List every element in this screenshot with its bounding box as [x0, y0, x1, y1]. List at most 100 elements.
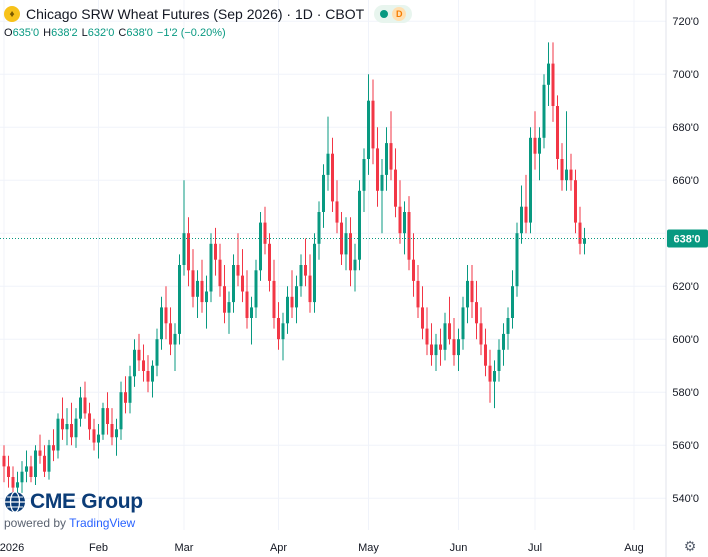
candle-body [25, 466, 28, 472]
candle-body [493, 371, 496, 382]
candle-body [340, 222, 343, 255]
candle-body [565, 169, 568, 181]
candle-body [277, 318, 280, 340]
powered-prefix: powered by [4, 516, 67, 530]
candle-body [38, 450, 42, 456]
candle-body [547, 63, 550, 85]
candle-body [484, 344, 487, 366]
y-tick-label: 720'0 [672, 16, 699, 28]
candle-body [322, 174, 325, 212]
candle-body [394, 169, 397, 207]
candle-body [317, 212, 321, 244]
candle-body [146, 371, 150, 382]
y-tick-label: 600'0 [672, 334, 699, 346]
candle-body [475, 302, 478, 324]
y-tick-label: 560'0 [672, 440, 699, 452]
candle-body [430, 344, 433, 356]
candle-body [286, 296, 289, 324]
candle-body [398, 206, 402, 234]
y-axis[interactable]: 540'0560'0580'0600'0620'0640'0660'0680'0… [665, 0, 708, 557]
candle-body [47, 445, 51, 472]
candle-body [295, 286, 298, 308]
y-tick-label: 580'0 [672, 387, 699, 399]
status-pill[interactable]: D [374, 5, 413, 23]
high-label: H [43, 27, 52, 39]
candle-body [344, 233, 348, 255]
candle-body [227, 302, 231, 313]
candle-body [65, 424, 69, 430]
candle-body [164, 307, 168, 324]
candle-body [452, 339, 456, 356]
x-tick-label: Aug [624, 542, 644, 554]
ohlc-legend: O635'0 H638'2 L632'0 C638'0 −1'2 (−0.20%… [4, 27, 226, 39]
y-tick-label: 540'0 [672, 493, 699, 505]
grid-lines [0, 0, 666, 530]
candle-body [151, 365, 154, 382]
candle-body [142, 360, 145, 371]
candle-body [205, 291, 208, 303]
candle-body [461, 307, 465, 340]
candle-body [556, 106, 559, 159]
candle-body [16, 482, 19, 488]
candle-body [34, 450, 37, 477]
candle-body [331, 153, 334, 202]
candle-body [470, 280, 474, 303]
low-value: 632'0 [87, 27, 115, 39]
close-label: C [118, 27, 127, 39]
chart-header: ♦ Chicago SRW Wheat Futures (Sep 2026) ·… [4, 4, 413, 24]
candle-body [538, 137, 541, 154]
candle-body [407, 212, 411, 260]
candle-body [43, 455, 46, 472]
candle-body [353, 259, 357, 271]
candle-body [241, 275, 244, 292]
candle-body [88, 413, 91, 430]
candle-body [457, 339, 460, 356]
candle-body [421, 307, 424, 329]
candle-body [304, 265, 307, 276]
last-price-label-bg [667, 229, 708, 248]
candle-body [223, 286, 226, 313]
candle-body [124, 392, 127, 403]
y-tick-label: 700'0 [672, 69, 699, 81]
candle-body [110, 424, 114, 438]
candle-body [200, 280, 204, 303]
candle-body [169, 323, 172, 345]
candle-body [497, 349, 501, 371]
candle-body [358, 190, 361, 260]
candle-body [569, 169, 573, 181]
candle-body [133, 349, 136, 377]
candle-body [502, 333, 505, 350]
candle-body [560, 159, 564, 181]
candle-body [308, 275, 312, 303]
candle-body [232, 265, 235, 303]
powered-brand: TradingView [69, 516, 136, 530]
candle-body [214, 243, 217, 260]
candle-body [326, 153, 330, 175]
candle-body [448, 323, 451, 340]
candle-body [196, 280, 199, 297]
wheat-coin-icon[interactable]: ♦ [4, 6, 20, 22]
candle-body [119, 392, 123, 430]
x-axis[interactable]: 2026 Feb Mar Apr May Jun Jul Aug [0, 542, 644, 554]
candle-body [434, 344, 438, 356]
y-tick-label: 680'0 [672, 122, 699, 134]
candle-body [137, 349, 141, 361]
chart-title[interactable]: Chicago SRW Wheat Futures (Sep 2026) · 1… [26, 6, 365, 22]
candle-body [245, 291, 249, 318]
market-status-dot-icon [380, 10, 389, 18]
candles [2, 42, 586, 504]
candle-body [488, 365, 492, 382]
candle-body [106, 408, 109, 424]
candle-body [29, 466, 33, 477]
gear-icon[interactable]: ⚙ [683, 537, 697, 554]
candle-body [578, 222, 582, 244]
candle-body [349, 233, 352, 271]
candle-body [74, 418, 78, 438]
candle-body [371, 100, 375, 149]
candle-body [335, 201, 339, 223]
branding[interactable]: CME Group powered by TradingView [4, 490, 143, 530]
candle-body [155, 339, 159, 366]
candle-body [160, 307, 163, 340]
candle-body [56, 418, 60, 451]
